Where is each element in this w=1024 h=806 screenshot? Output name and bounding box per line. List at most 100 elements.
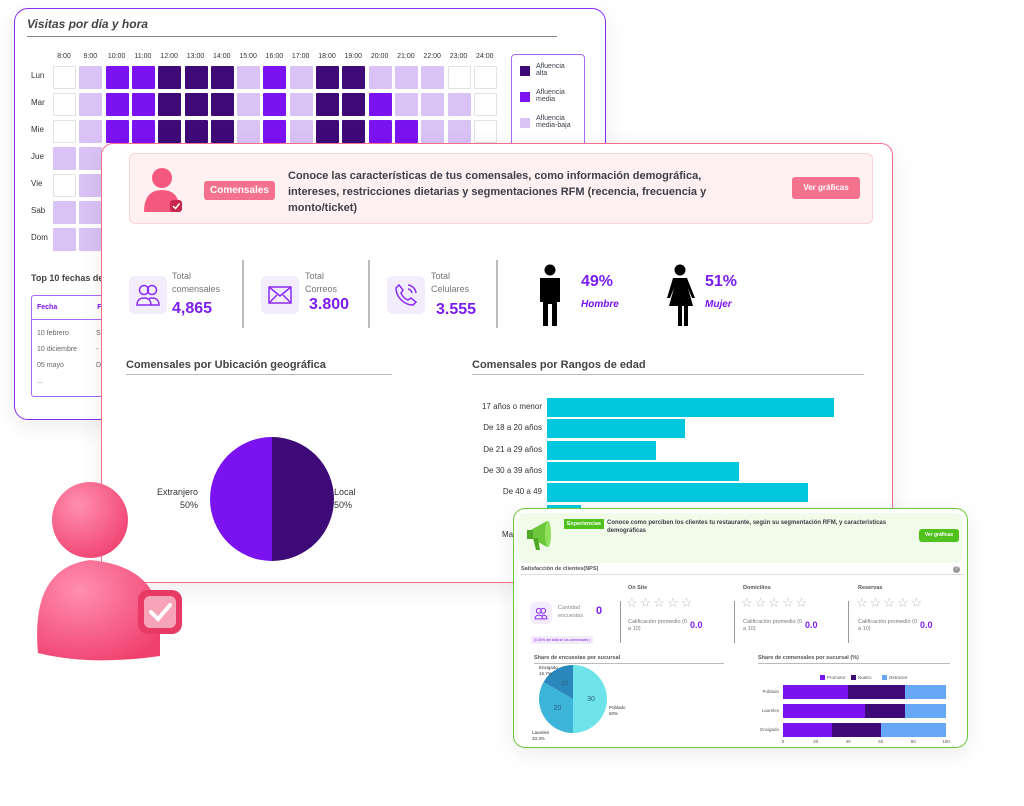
stacked-bar-segment xyxy=(905,704,946,718)
legend-swatch xyxy=(520,66,530,76)
heatmap-title: Visitas por día y hora xyxy=(27,17,148,31)
pie-slice-extranjero xyxy=(210,437,272,561)
stat-label: Total Correos xyxy=(305,271,338,294)
heatmap-cell xyxy=(447,93,471,116)
pie-label: Laureles xyxy=(532,730,550,735)
pie-label: 50% xyxy=(609,711,618,716)
heatmap-cell xyxy=(184,120,208,143)
rating-stars[interactable]: ☆☆☆☆☆ xyxy=(626,595,695,610)
heatmap-cell xyxy=(158,66,182,89)
heatmap-cell xyxy=(289,120,313,143)
pie-value: 30 xyxy=(587,696,595,703)
megaphone-icon xyxy=(526,519,558,560)
heatmap-cell xyxy=(53,120,76,143)
mail-icon xyxy=(261,276,299,314)
hour-label: 20:00 xyxy=(370,53,389,60)
pie-label: 33.3% xyxy=(532,736,545,741)
cell: - xyxy=(96,346,99,353)
heatmap-cell xyxy=(263,66,287,89)
users-icon xyxy=(530,602,552,624)
heatmap-cell xyxy=(368,93,392,116)
heatmap-cell xyxy=(53,147,76,170)
heatmap-cell xyxy=(473,120,497,143)
experiencias-banner: Experiencias Conoce como perciben los cl… xyxy=(518,513,962,563)
comensales-description: Conoce las características de tus comens… xyxy=(288,170,707,214)
stacked-bar-segment xyxy=(783,685,849,699)
divider xyxy=(496,260,498,328)
stacked-bar-segment xyxy=(864,704,906,718)
heatmap-cell xyxy=(158,120,182,143)
male-icon xyxy=(536,264,564,331)
pie-label: Envigado xyxy=(539,665,558,670)
cell: 10 diciembre xyxy=(37,346,78,353)
stat-value: 3.555 xyxy=(436,301,477,318)
hour-label: 10:00 xyxy=(107,53,126,60)
table-row: 10 diciembre - xyxy=(37,342,145,358)
ver-graficas-button[interactable]: Ver gráficas xyxy=(919,529,959,542)
male-pct: 49% xyxy=(581,273,614,290)
day-label: Sab xyxy=(31,206,46,215)
rating-stars[interactable]: ☆☆☆☆☆ xyxy=(856,595,925,610)
hour-label: 19:00 xyxy=(344,53,363,60)
hour-label: 9:00 xyxy=(83,53,98,60)
stacked-bar-segment xyxy=(783,704,865,718)
legend-label: Detractor xyxy=(889,675,908,680)
heatmap-legend: Afluencia alta Afluencia media Afluencia… xyxy=(511,54,585,154)
heatmap-cell xyxy=(342,66,366,89)
day-label: Mie xyxy=(31,125,44,134)
stacked-bar-segment xyxy=(783,723,832,737)
hour-label: 18:00 xyxy=(318,53,336,60)
nps-title: Satisfacción de clientes(NPS) xyxy=(521,566,964,575)
heatmap-cell xyxy=(79,147,103,170)
heatmap-cell xyxy=(79,120,103,143)
heatmap-cell xyxy=(237,93,261,116)
female-icon xyxy=(664,264,696,331)
age-bar xyxy=(547,461,740,481)
heatmap-cell xyxy=(105,93,129,116)
stacked-bar-segment xyxy=(848,685,906,699)
legend-swatch xyxy=(520,92,530,102)
legend-item: Afluencia media-baja xyxy=(520,115,580,129)
help-icon[interactable]: ? xyxy=(953,566,960,573)
heatmap-cell xyxy=(368,120,392,143)
divider xyxy=(27,36,557,37)
hour-label: 16:00 xyxy=(265,53,284,60)
heatmap-cell xyxy=(316,120,339,143)
legend-label: Afluencia media xyxy=(536,89,565,103)
heatmap-cell xyxy=(263,120,287,143)
rating-stars[interactable]: ☆☆☆☆☆ xyxy=(741,595,810,610)
heatmap-cell xyxy=(368,66,392,89)
users-icon xyxy=(129,276,167,314)
hour-label: 14:00 xyxy=(213,53,231,60)
rating-label: Calificación promedio (0 a 10) xyxy=(743,619,802,632)
divider xyxy=(242,260,244,328)
x-tick: 0 xyxy=(781,739,785,744)
x-tick: 60 xyxy=(878,739,884,744)
heatmap-cell xyxy=(79,228,103,251)
experiencias-card: Experiencias Conoce como perciben los cl… xyxy=(513,508,968,748)
ver-graficas-button[interactable]: Ver gráficas xyxy=(792,177,860,199)
bar-category: Envigado xyxy=(760,727,779,732)
legend-item: Nuetro xyxy=(851,675,872,680)
bar-category: Poblado xyxy=(762,689,779,694)
age-label: De 40 a 49 xyxy=(502,487,542,497)
geo-title: Comensales por Ubicación geográfica xyxy=(126,359,392,375)
legend-label: Nuetro xyxy=(858,675,872,680)
pie-label-extranjero: Extranjero 50% xyxy=(157,487,199,510)
age-bar xyxy=(547,440,657,460)
heatmap-cell xyxy=(237,120,261,143)
pie-slice xyxy=(543,665,573,699)
heatmap-cell xyxy=(394,93,418,116)
hour-label: 8:00 xyxy=(57,53,71,60)
heatmap-cell xyxy=(210,93,234,116)
legend-item: Afluencia alta xyxy=(520,63,576,77)
legend-item: Afluencia media xyxy=(520,89,576,103)
x-tick: 20 xyxy=(813,739,819,744)
heatmap-cell xyxy=(79,66,103,89)
comensales-banner: Comensales Conoce las características de… xyxy=(129,153,873,224)
hour-label: 24:00 xyxy=(476,53,494,60)
heatmap-cell xyxy=(105,120,129,143)
heatmap-cell xyxy=(53,228,76,251)
heatmap-cell xyxy=(210,66,234,89)
pie-slice xyxy=(539,682,573,733)
